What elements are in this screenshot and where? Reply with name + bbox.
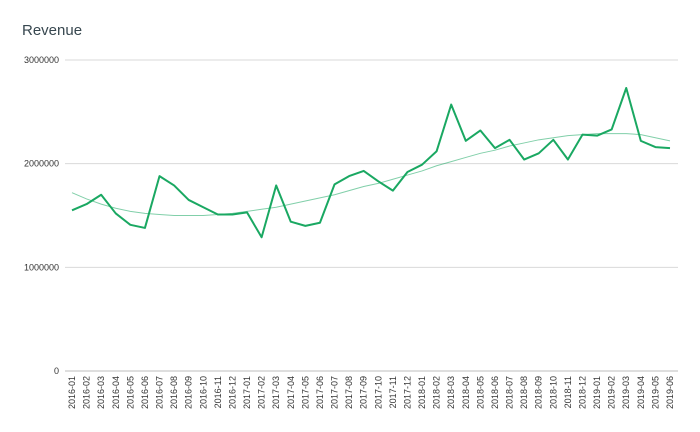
x-tick-label: 2018-10 [548, 376, 558, 409]
x-tick-label: 2016-11 [213, 376, 223, 408]
y-tick-label: 1000000 [24, 262, 59, 272]
x-tick-label: 2018-11 [563, 376, 573, 408]
x-tick-label: 2016-03 [96, 376, 106, 409]
x-tick-label: 2018-03 [446, 376, 456, 409]
x-tick-label: 2018-04 [461, 376, 471, 409]
x-tick-label: 2016-07 [155, 376, 165, 409]
x-tick-label: 2017-05 [300, 376, 310, 409]
chart-title: Revenue [22, 22, 83, 39]
x-tick-label: 2016-05 [125, 376, 135, 409]
x-tick-label: 2016-08 [169, 376, 179, 409]
x-tick-label: 2017-06 [315, 376, 325, 409]
x-tick-label: 2018-02 [432, 376, 442, 409]
x-tick-label: 2017-11 [388, 376, 398, 408]
x-tick-label: 2017-10 [373, 376, 383, 409]
x-tick-label: 2019-03 [621, 376, 631, 409]
x-tick-label: 2018-07 [505, 376, 515, 409]
x-tick-label: 2018-09 [534, 376, 544, 409]
x-tick-label: 2016-01 [67, 376, 77, 409]
y-tick-label: 3000000 [24, 55, 59, 65]
y-tick-label: 0 [54, 366, 59, 376]
y-tick-label: 2000000 [24, 159, 59, 169]
x-tick-label: 2017-01 [242, 376, 252, 409]
x-tick-label: 2018-01 [417, 376, 427, 409]
x-tick-label: 2017-08 [344, 376, 354, 409]
x-tick-label: 2016-09 [184, 376, 194, 409]
series-line-revenue [71, 86, 671, 239]
x-tick-label: 2017-03 [271, 376, 281, 409]
x-tick-label: 2016-12 [227, 376, 237, 409]
x-axis-ticks: 2016-01 2016-02 2016-03 2016-04 2016-05 2016-… [67, 376, 675, 409]
x-tick-label: 2017-02 [257, 376, 267, 409]
x-tick-label: 2019-04 [636, 376, 646, 409]
x-tick-label: 2016-10 [198, 376, 208, 409]
trend-line [71, 133, 671, 216]
x-tick-label: 2016-04 [111, 376, 121, 409]
x-tick-label: 2018-05 [475, 376, 485, 409]
grid-lines [65, 59, 678, 372]
x-tick-label: 2017-09 [359, 376, 369, 409]
x-tick-label: 2017-04 [286, 376, 296, 409]
x-tick-label: 2016-02 [82, 376, 92, 409]
x-tick-label: 2018-12 [577, 376, 587, 409]
x-tick-label: 2016-06 [140, 376, 150, 409]
x-tick-label: 2019-05 [650, 376, 660, 409]
y-axis-ticks: 0 1000000 2000000 3000000 [24, 55, 59, 376]
x-tick-label: 2018-06 [490, 376, 500, 409]
x-tick-label: 2017-07 [330, 376, 340, 409]
x-tick-label: 2019-06 [665, 376, 675, 409]
x-tick-label: 2018-08 [519, 376, 529, 409]
x-tick-label: 2017-12 [402, 376, 412, 409]
x-tick-label: 2019-01 [592, 376, 602, 409]
x-tick-label: 2019-02 [607, 376, 617, 409]
